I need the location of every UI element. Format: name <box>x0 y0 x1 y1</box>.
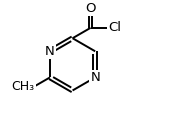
Text: N: N <box>90 71 100 84</box>
Text: O: O <box>85 2 96 15</box>
Text: Cl: Cl <box>109 21 122 34</box>
Text: CH₃: CH₃ <box>12 80 35 93</box>
Text: N: N <box>45 45 55 58</box>
